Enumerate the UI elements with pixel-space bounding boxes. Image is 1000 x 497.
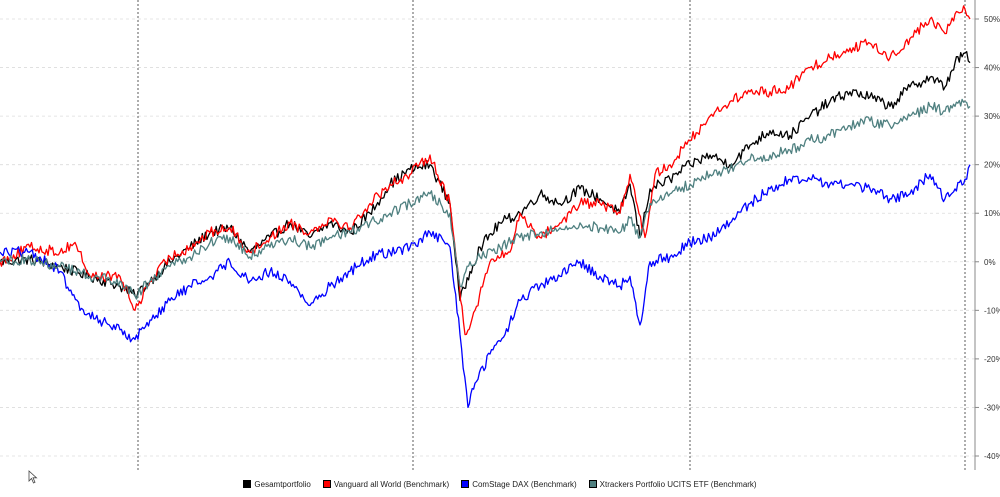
vertical-markers (137, 0, 966, 470)
y-tick-label-6: 20% (984, 161, 1000, 170)
y-tick-label-5: 10% (984, 209, 1000, 218)
y-axis: -40% -30% -20% -10% 0% 10% 20% 30% 40% 50% (974, 0, 1000, 470)
y-tick-label-9: 50% (984, 15, 1000, 24)
y-tick-label-2: -20% (984, 355, 1000, 364)
series-line-2 (0, 164, 971, 409)
y-tick-label-4: 0% (984, 258, 996, 267)
series-line-0 (0, 51, 971, 302)
legend-label-vanguard: Vanguard all World (Benchmark) (333, 479, 450, 489)
legend: Gesamtportfolio Vanguard all World (Benc… (0, 476, 1000, 492)
legend-label-xtrackers: Xtrackers Portfolio UCITS ETF (Benchmark… (599, 479, 757, 489)
y-tick-label-0: -40% (984, 452, 1000, 461)
legend-item-xtrackers[interactable]: Xtrackers Portfolio UCITS ETF (Benchmark… (588, 479, 757, 489)
y-tick-label-3: -10% (984, 306, 1000, 315)
legend-item-comstage-dax[interactable]: ComStage DAX (Benchmark) (461, 479, 577, 489)
legend-swatch-comstage-dax (461, 480, 470, 488)
legend-swatch-vanguard (322, 480, 331, 488)
grid-layer (0, 18, 975, 457)
legend-item-gesamtportfolio[interactable]: Gesamtportfolio (243, 479, 311, 489)
series-layer (0, 5, 971, 409)
mouse-pointer-icon (28, 470, 38, 484)
legend-item-vanguard[interactable]: Vanguard all World (Benchmark) (322, 479, 450, 489)
series-line-3 (0, 98, 971, 300)
chart-svg: -40% -30% -20% -10% 0% 10% 20% 30% 40% 50% (0, 0, 1000, 470)
y-tick-label-7: 30% (984, 112, 1000, 121)
y-tick-label-1: -30% (984, 403, 1000, 412)
legend-swatch-gesamtportfolio (243, 480, 252, 488)
y-tick-label-8: 40% (984, 64, 1000, 73)
legend-label-comstage-dax: ComStage DAX (Benchmark) (472, 479, 577, 489)
legend-swatch-xtrackers (588, 480, 597, 488)
series-line-1 (0, 5, 971, 336)
legend-label-gesamtportfolio: Gesamtportfolio (254, 479, 311, 489)
